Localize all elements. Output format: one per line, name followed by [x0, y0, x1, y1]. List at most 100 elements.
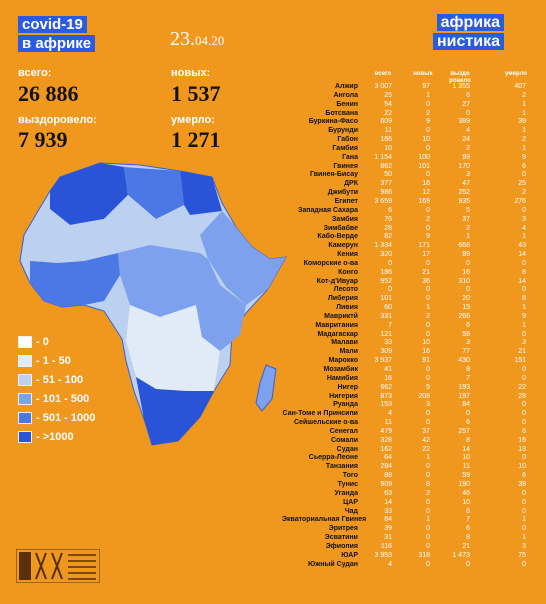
recovered-cell: 2 [466, 144, 470, 152]
new-cell: 169 [418, 197, 430, 205]
table-row: Южный Судан 4 0 0 0 [282, 561, 532, 570]
country-name: Кабо-Верде [317, 233, 358, 241]
new-cell: 208 [418, 392, 430, 400]
country-name: Малави [331, 339, 358, 347]
country-name: Сенегал [329, 427, 358, 435]
country-name: Чад [344, 507, 358, 515]
new-cell: 1 [426, 516, 430, 524]
table-row: Ангола 25 1 6 2 [282, 92, 532, 101]
deaths-cell: 1 [522, 100, 526, 108]
recovered-cell: 11 [462, 463, 470, 471]
total-cell: 88 [384, 472, 392, 480]
total-cell: 10 [384, 144, 392, 152]
new-cell: 12 [422, 189, 430, 197]
country-table: Алжир 3 007 97 1 355 407 Ангола 25 1 6 2 Бенин 54 0 2… [282, 83, 532, 569]
recovered-cell: 10 [462, 454, 470, 462]
legend-label: - 0 [36, 335, 49, 348]
total-cell: 31 [384, 534, 392, 542]
new-cell: 91 [422, 357, 430, 365]
deaths-cell: 0 [522, 498, 526, 506]
recovered-cell: 6 [466, 91, 470, 99]
recovered-cell: 7 [466, 374, 470, 382]
deaths-cell: 4 [522, 224, 526, 232]
deaths-cell: 1 [522, 127, 526, 135]
total-cell: 60 [384, 304, 392, 312]
table-row: Нигерия 873 208 197 28 [282, 393, 532, 402]
total-cell: 186 [380, 268, 392, 276]
recovered-cell: 3 [466, 339, 470, 347]
table-row: Кот-д'Ивуар 952 36 310 14 [282, 278, 532, 287]
total-cell: 101 [380, 295, 392, 303]
table-row: Сьерра-Леоне 64 1 10 0 [282, 454, 532, 463]
recovered-cell: 1 [466, 233, 470, 241]
country-name: Египет [334, 197, 358, 205]
recovered-cell: 193 [458, 383, 470, 391]
table-row: Ботсвана 22 2 0 1 [282, 110, 532, 119]
total-cell: 609 [380, 118, 392, 126]
total-cell: 76 [384, 215, 392, 223]
total-cell: 11 [384, 127, 392, 135]
deaths-cell: 0 [522, 454, 526, 462]
new-cell: 22 [422, 445, 430, 453]
recovered-cell: 0 [466, 286, 470, 294]
total-cell: 162 [380, 445, 392, 453]
col-header-total: всего [374, 71, 392, 77]
region-south-africa [136, 377, 214, 445]
deaths-cell: 39 [518, 118, 526, 126]
new-cell: 0 [426, 206, 430, 214]
table-row: Египет 3 659 169 935 276 [282, 198, 532, 207]
table-row: Гвинея 862 101 170 6 [282, 163, 532, 172]
recovered-cell: 310 [458, 277, 470, 285]
new-cell: 0 [426, 374, 430, 382]
recovered-cell: 0 [466, 410, 470, 418]
deaths-cell: 9 [522, 153, 526, 161]
recovered-cell: 430 [458, 357, 470, 365]
recovered-cell: 46 [462, 489, 470, 497]
deaths-cell: 43 [518, 242, 526, 250]
deaths-cell: 8 [522, 268, 526, 276]
new-cell: 0 [426, 171, 430, 179]
new-cell: 9 [426, 118, 430, 126]
total-cell: 64 [384, 454, 392, 462]
deaths-cell: 1 [522, 144, 526, 152]
total-cell: 22 [384, 109, 392, 117]
table-row: Кения 320 17 89 14 [282, 251, 532, 260]
recovered-cell: 16 [462, 268, 470, 276]
recovered-cell: 21 [462, 542, 470, 550]
deaths-cell: 0 [522, 259, 526, 267]
total-cell: 331 [380, 312, 392, 320]
table-row: Бурунди 11 0 4 1 [282, 127, 532, 136]
total-cell: 909 [380, 480, 392, 488]
deaths-cell: 10 [518, 463, 526, 471]
recovered-cell: 59 [462, 472, 470, 480]
table-row: Сан-Томе и Принсипи 4 0 0 0 [282, 410, 532, 419]
table-row: Эсватини 31 0 8 1 [282, 534, 532, 543]
country-name: Марокко [328, 357, 358, 365]
recovered-cell: 0 [466, 259, 470, 267]
total-cell: 41 [384, 366, 392, 373]
new-cell: 0 [426, 100, 430, 108]
new-cell: 318 [418, 551, 430, 559]
legend-swatch [18, 411, 32, 424]
country-name: Кот-д'Ивуар [316, 277, 358, 285]
date-month-year: 04.20 [195, 33, 225, 48]
country-name: Гвинея [333, 162, 358, 170]
date-day: 23. [170, 28, 195, 50]
legend-item: - 1 - 50 [18, 351, 95, 370]
total-cell: 873 [380, 392, 392, 400]
new-cell: 5 [426, 383, 430, 391]
country-name: Кения [337, 251, 358, 259]
country-name: Танзания [325, 463, 358, 471]
total-cell: 33 [384, 507, 392, 515]
new-cell: 0 [426, 295, 430, 303]
region-egypt [180, 171, 222, 215]
country-name: Эритрея [328, 525, 358, 533]
country-name: Сейшельские о-ва [294, 419, 358, 427]
deaths-cell: 151 [514, 357, 526, 365]
total-cell: 479 [380, 427, 392, 435]
recovered-cell: 0 [466, 560, 470, 568]
deaths-cell: 1 [522, 233, 526, 241]
recovered-cell: 935 [458, 197, 470, 205]
table-row: Судан 162 22 14 13 [282, 446, 532, 455]
total-cell: 6 [388, 206, 392, 214]
